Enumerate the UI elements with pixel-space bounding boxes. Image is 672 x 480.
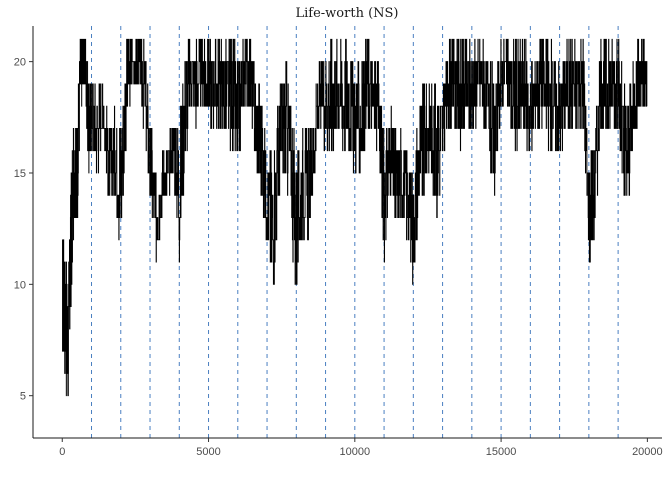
y-tick-label-10: 10 bbox=[14, 279, 26, 291]
y-axis-ticks: 5 10 15 20 bbox=[14, 57, 33, 403]
x-tick-label-5000: 5000 bbox=[196, 446, 220, 458]
series-line-0 bbox=[62, 38, 648, 397]
y-tick-label-5: 5 bbox=[20, 391, 26, 403]
chart-title: Life-worth (NS) bbox=[295, 6, 398, 21]
x-axis-ticks: 0 5000 10000 15000 20000 bbox=[59, 438, 663, 458]
y-tick-label-15: 15 bbox=[14, 168, 26, 180]
x-tick-label-20000: 20000 bbox=[632, 446, 663, 458]
x-tick-label-15000: 15000 bbox=[486, 446, 517, 458]
series-layer bbox=[62, 38, 648, 397]
x-tick-label-0: 0 bbox=[59, 446, 65, 458]
axes bbox=[32, 26, 662, 439]
x-tick-label-10000: 10000 bbox=[340, 446, 371, 458]
y-tick-label-20: 20 bbox=[14, 57, 26, 69]
